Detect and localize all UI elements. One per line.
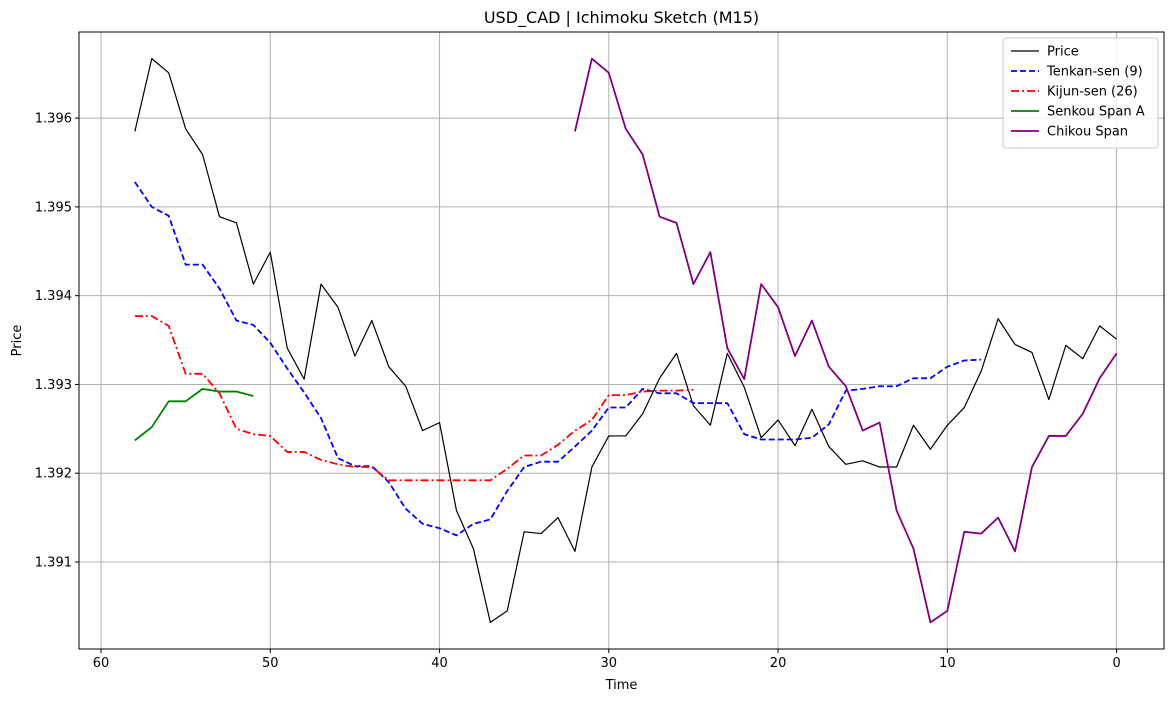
chart-title: USD_CAD | Ichimoku Sketch (M15) <box>484 8 759 28</box>
y-axis-label: Price <box>10 325 25 357</box>
x-axis-label: Time <box>605 678 638 693</box>
series-line-price <box>134 58 1117 623</box>
legend: Price Tenkan-sen (9) Kijun-sen (26) Senkou … <box>1002 37 1159 149</box>
grid-lines <box>79 32 1164 649</box>
plot-area-frame <box>78 31 1165 650</box>
legend-label-price: Price <box>1047 45 1079 60</box>
legend-box <box>1002 37 1159 149</box>
legend-label-tenkan-sen-9: Tenkan-sen (9) <box>1046 65 1143 80</box>
x-tick-label: 60 <box>93 656 110 671</box>
series-line-tenkan-sen-9 <box>134 181 982 537</box>
series-line-kijun-sen-26 <box>134 315 694 482</box>
y-tick-label: 1.392 <box>35 467 72 482</box>
y-tick-label: 1.396 <box>35 112 72 127</box>
y-tick-label: 1.395 <box>35 200 72 215</box>
x-tick-label: 10 <box>939 656 956 671</box>
x-tick-label: 20 <box>770 656 787 671</box>
legend-label-kijun-sen-26: Kijun-sen (26) <box>1047 85 1138 100</box>
y-axis-ticks: 1.391 1.392 1.393 1.394 1.395 1.396 <box>35 112 79 570</box>
y-tick-label: 1.391 <box>35 555 72 570</box>
x-tick-label: 0 <box>1112 656 1120 671</box>
x-axis-ticks: 60 50 40 30 20 10 0 <box>93 649 1121 671</box>
series-lines <box>134 57 1118 624</box>
y-tick-label: 1.394 <box>35 289 72 304</box>
legend-label-senkou-span-a: Senkou Span A <box>1047 105 1145 120</box>
x-tick-label: 40 <box>431 656 448 671</box>
legend-label-chikou-span: Chikou Span <box>1047 125 1128 140</box>
x-tick-label: 50 <box>262 656 279 671</box>
series-line-senkou-span-a <box>134 387 254 442</box>
series-line-chikou-span <box>574 57 1118 624</box>
legend-entries: Price Tenkan-sen (9) Kijun-sen (26) Senkou … <box>1011 45 1145 140</box>
y-tick-label: 1.393 <box>35 378 72 393</box>
x-tick-label: 30 <box>601 656 618 671</box>
